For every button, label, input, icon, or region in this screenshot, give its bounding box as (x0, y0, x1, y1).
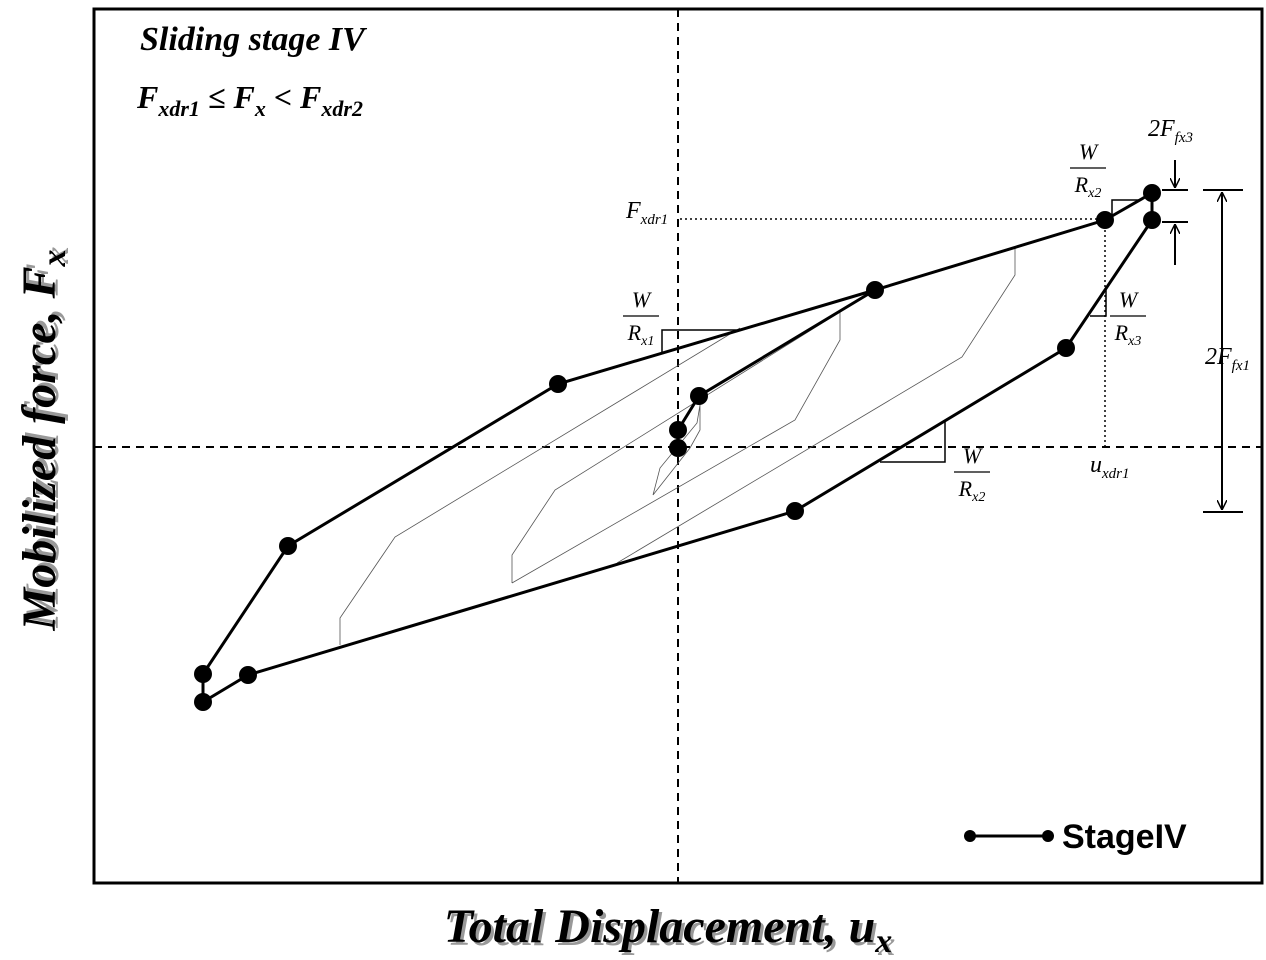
inner-loop (616, 247, 1016, 564)
denominator-text: R (1114, 320, 1129, 345)
reference-lines (680, 218, 1106, 447)
point (690, 387, 708, 405)
condition-subscript: xdr1 (157, 96, 200, 121)
fraction-denominator: Rx2 (958, 476, 986, 505)
legend-marker (1042, 830, 1054, 842)
condition-part: ≤ F (200, 79, 255, 115)
slope-triangle (1111, 199, 1140, 215)
axis-label-subscript: x (874, 923, 892, 960)
y-axis-label: Mobilized force, Fx (13, 250, 73, 632)
shadow-part: Mobilized force, F (16, 264, 69, 629)
x-axis-label: Total Displacement, ux (444, 900, 893, 960)
annotation: uxdr1 (1090, 452, 1130, 482)
fraction-numerator: W (963, 443, 983, 468)
slope-triangle (880, 420, 946, 463)
axis-label-subscript: x (36, 250, 73, 268)
denominator-text: R (1074, 172, 1089, 197)
fraction-denominator: Rx2 (1074, 172, 1102, 201)
shadow-part: x (39, 247, 76, 265)
axis-label-text: Total Displacement, u (444, 900, 876, 953)
annotation: Fxdr1 (625, 198, 668, 228)
x-axis-label-shadow-text: Total Displacement, ux (447, 903, 896, 960)
fraction-numerator: W (632, 287, 652, 312)
initial-branch (676, 288, 876, 448)
condition-part: F (136, 79, 158, 115)
point (194, 693, 212, 711)
condition-subscript: xdr2 (320, 96, 363, 121)
denominator-text: R (627, 320, 642, 345)
axis-label-text: Mobilized force, F (13, 267, 66, 632)
y-axis-label-group: Mobilized force, Fx Mobilized force, Fx (13, 247, 76, 632)
slope-triangles (661, 199, 1140, 463)
annotation-text: F (625, 198, 641, 224)
slope-triangle (661, 329, 740, 352)
point (866, 281, 884, 299)
annotation-text: 2F (1205, 344, 1232, 370)
denominator-subscript: x1 (640, 334, 654, 349)
point (239, 666, 257, 684)
condition: Fxdr1 ≤ Fx < Fxdr2 (136, 79, 363, 121)
denominator-subscript: x2 (1087, 186, 1101, 201)
inner-loop (652, 404, 701, 496)
point (279, 537, 297, 555)
loop-points (194, 184, 1161, 711)
shadow-part: x (877, 926, 895, 960)
annotation-subscript: xdr1 (640, 212, 669, 228)
fraction-denominator: Rx1 (627, 320, 655, 349)
annotation-text: u (1090, 452, 1102, 478)
shadow-part: Total Displacement, u (447, 903, 879, 956)
inner-loop (339, 327, 741, 645)
x-axis-label-shadow: Total Displacement, ux (447, 903, 896, 960)
fraction-denominator: Rx3 (1114, 320, 1142, 349)
point (1096, 211, 1114, 229)
denominator-text: R (958, 476, 973, 501)
point (1057, 339, 1075, 357)
legend-marker (964, 830, 976, 842)
annotation-text: 2F (1148, 116, 1175, 142)
fraction-numerator: W (1119, 287, 1139, 312)
point (194, 665, 212, 683)
point (549, 375, 567, 393)
condition-part: < F (266, 79, 322, 115)
y-axis-label-shadow: Mobilized force, Fx (16, 247, 76, 629)
legend-label: StageIV (1062, 818, 1187, 856)
slope-triangle (1090, 290, 1107, 317)
point (786, 502, 804, 520)
denominator-subscript: x3 (1127, 334, 1141, 349)
condition-subscript: x (254, 96, 266, 121)
annotation: 2Ffx1 (1205, 344, 1250, 374)
fraction-numerator: W (1079, 139, 1099, 164)
denominator-subscript: x2 (971, 490, 985, 505)
point (1143, 184, 1161, 202)
point (669, 439, 687, 457)
annotation-subscript: fx1 (1232, 358, 1250, 374)
annotation-subscript: fx3 (1175, 130, 1193, 146)
annotation: 2Ffx3 (1148, 116, 1193, 146)
dimension-arrows (1162, 160, 1243, 513)
point (1143, 211, 1161, 229)
title: Sliding stage IV (140, 21, 367, 58)
annotation-subscript: xdr1 (1101, 466, 1130, 482)
point (669, 421, 687, 439)
